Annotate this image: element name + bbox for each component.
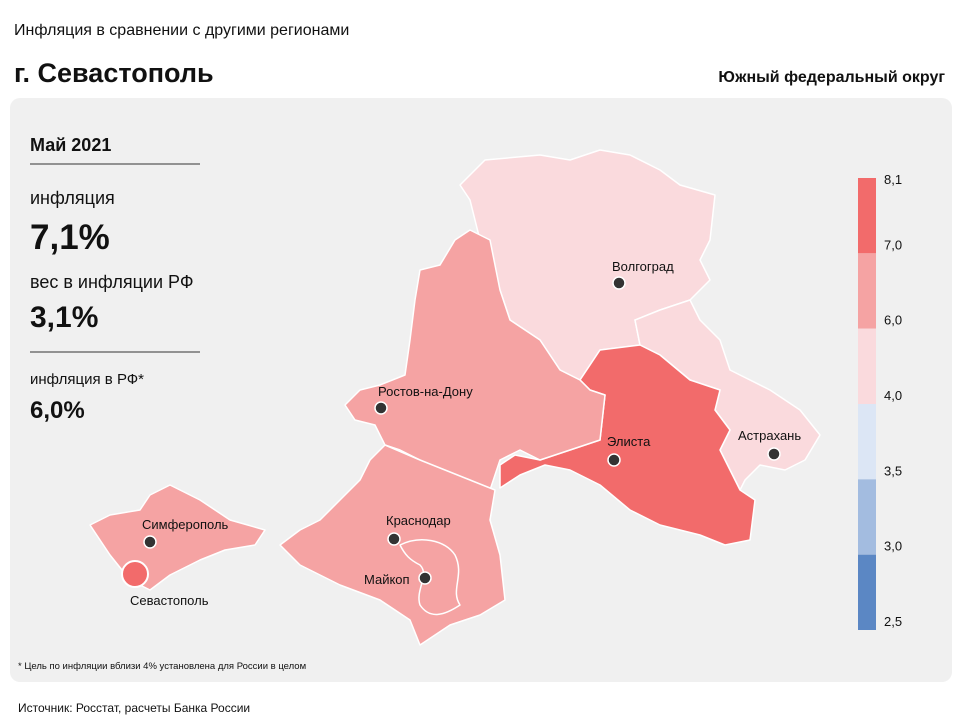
legend-label: 4,0 <box>884 388 902 403</box>
subtitle: Инфляция в сравнении с другими регионами <box>14 22 349 39</box>
city-label: Симферополь <box>142 517 229 532</box>
legend-swatch <box>858 253 876 329</box>
city-dot <box>418 571 432 585</box>
legend-swatch <box>858 178 876 254</box>
city-dot <box>767 447 781 461</box>
district: Южный федеральный округ <box>718 69 945 86</box>
legend-label: 8,1 <box>884 172 902 187</box>
title: г. Севастополь <box>14 58 214 88</box>
rf-value: 6,0% <box>30 397 85 424</box>
map <box>89 149 821 646</box>
city-dot <box>387 532 401 546</box>
region-adygea <box>399 539 461 616</box>
legend-label: 3,0 <box>884 539 902 554</box>
city-label: Майкоп <box>364 572 410 587</box>
legend-label: 2,5 <box>884 614 902 629</box>
city-dot <box>612 276 626 290</box>
rf-label: инфляция в РФ* <box>30 371 144 388</box>
legend-label: 3,5 <box>884 463 902 478</box>
legend-swatch <box>858 404 876 480</box>
footnote: * Цель по инфляции вблизи 4% установлена… <box>18 661 306 672</box>
city-dot <box>143 535 157 549</box>
inflation-label: инфляция <box>30 188 115 208</box>
city-label: Астрахань <box>738 428 801 443</box>
period: Май 2021 <box>30 135 111 155</box>
city-label: Севастополь <box>130 593 209 608</box>
legend-swatch <box>858 554 876 630</box>
legend-swatch <box>858 479 876 555</box>
city-dot <box>374 401 388 415</box>
inflation-value: 7,1% <box>30 218 110 257</box>
legend-label: 7,0 <box>884 237 902 252</box>
legend: 8,1 7,0 6,0 4,0 3,5 3,0 2,5 <box>858 172 902 630</box>
city-dot <box>607 453 621 467</box>
source: Источник: Росстат, расчеты Банка России <box>18 701 250 715</box>
weight-label: вес в инфляции РФ <box>30 272 194 292</box>
weight-value: 3,1% <box>30 301 98 334</box>
city-label: Элиста <box>607 434 651 449</box>
city-label: Ростов-на-Дону <box>378 384 473 399</box>
city-label: Краснодар <box>386 513 451 528</box>
city-highlight <box>121 560 149 588</box>
city-label: Волгоград <box>612 259 674 274</box>
legend-label: 6,0 <box>884 313 902 328</box>
cities: Волгоград Ростов-на-Дону Элиста Астрахан… <box>121 259 801 608</box>
legend-swatch <box>858 328 876 404</box>
